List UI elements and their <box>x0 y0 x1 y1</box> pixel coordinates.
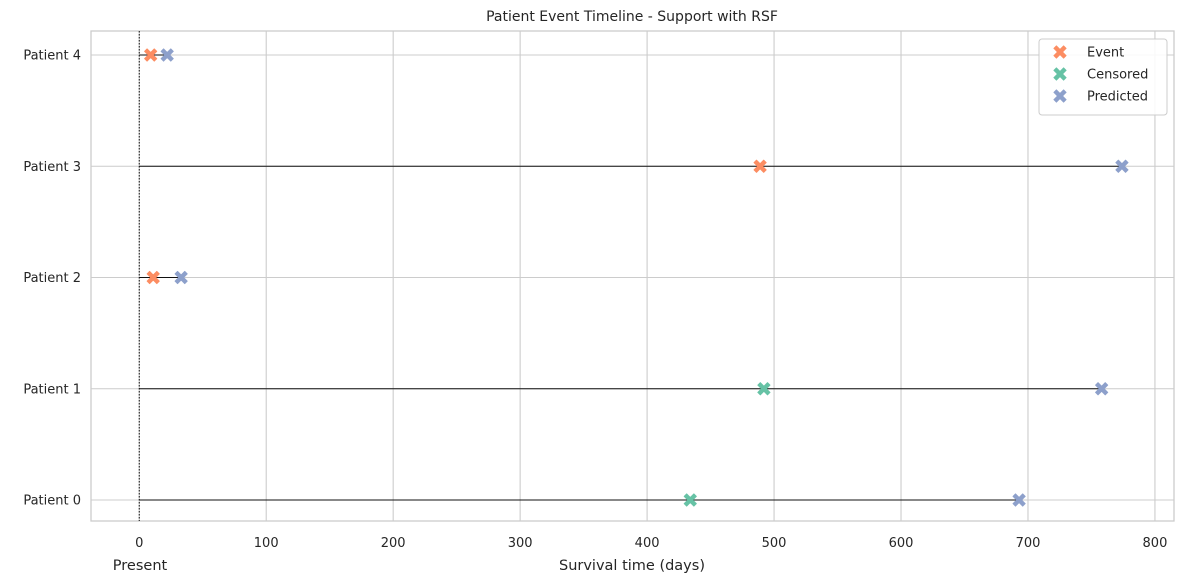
y-tick-label: Patient 0 <box>23 494 81 509</box>
grid <box>91 31 1174 521</box>
y-tick-label: Patient 2 <box>23 271 81 286</box>
plot-frame <box>90 30 1175 522</box>
chart-title: Patient Event Timeline - Support with RS… <box>486 9 778 25</box>
legend-label: Censored <box>1087 68 1148 83</box>
predicted-marker <box>1115 159 1129 173</box>
predicted-marker <box>160 48 174 62</box>
x-tick-label: 600 <box>889 536 914 551</box>
x-tick-label: 500 <box>762 536 787 551</box>
x-tick-label: 200 <box>381 536 406 551</box>
x-tick-label: 100 <box>254 536 279 551</box>
event-marker <box>144 48 158 62</box>
event-marker <box>146 270 160 285</box>
legend-label: Predicted <box>1087 90 1148 105</box>
x-tick-label: 400 <box>635 536 660 551</box>
x-tick-label: 300 <box>508 536 533 551</box>
y-tick-label: Patient 3 <box>23 160 81 175</box>
x-tick-label: 800 <box>1143 536 1168 551</box>
axes <box>90 30 1175 522</box>
predicted-marker <box>1095 382 1109 396</box>
legend-marker <box>1053 45 1067 59</box>
predicted-marker <box>1012 493 1026 507</box>
predicted-marker <box>174 270 188 285</box>
legend-marker <box>1053 89 1067 103</box>
labels: 0 100 200 300 400 500 600 700 800 Patient 0 Patien… <box>23 49 1167 552</box>
event-marker <box>753 159 767 173</box>
x-tick-label: 700 <box>1016 536 1041 551</box>
y-tick-label: Patient 1 <box>23 382 81 397</box>
legend-marker <box>1053 67 1067 81</box>
y-tick-label: Patient 4 <box>23 49 81 64</box>
censored-marker <box>683 493 697 507</box>
present-label: Present <box>113 558 168 574</box>
markers <box>144 48 1129 507</box>
censored-marker <box>757 382 771 396</box>
legend-label: Event <box>1087 46 1124 61</box>
legend-box <box>1038 38 1168 116</box>
x-tick-label: 0 <box>135 536 143 551</box>
x-axis-label: Survival time (days) <box>559 558 705 574</box>
legend: Event Censored Predicted <box>1038 38 1168 116</box>
timeline-lines <box>139 54 1122 501</box>
